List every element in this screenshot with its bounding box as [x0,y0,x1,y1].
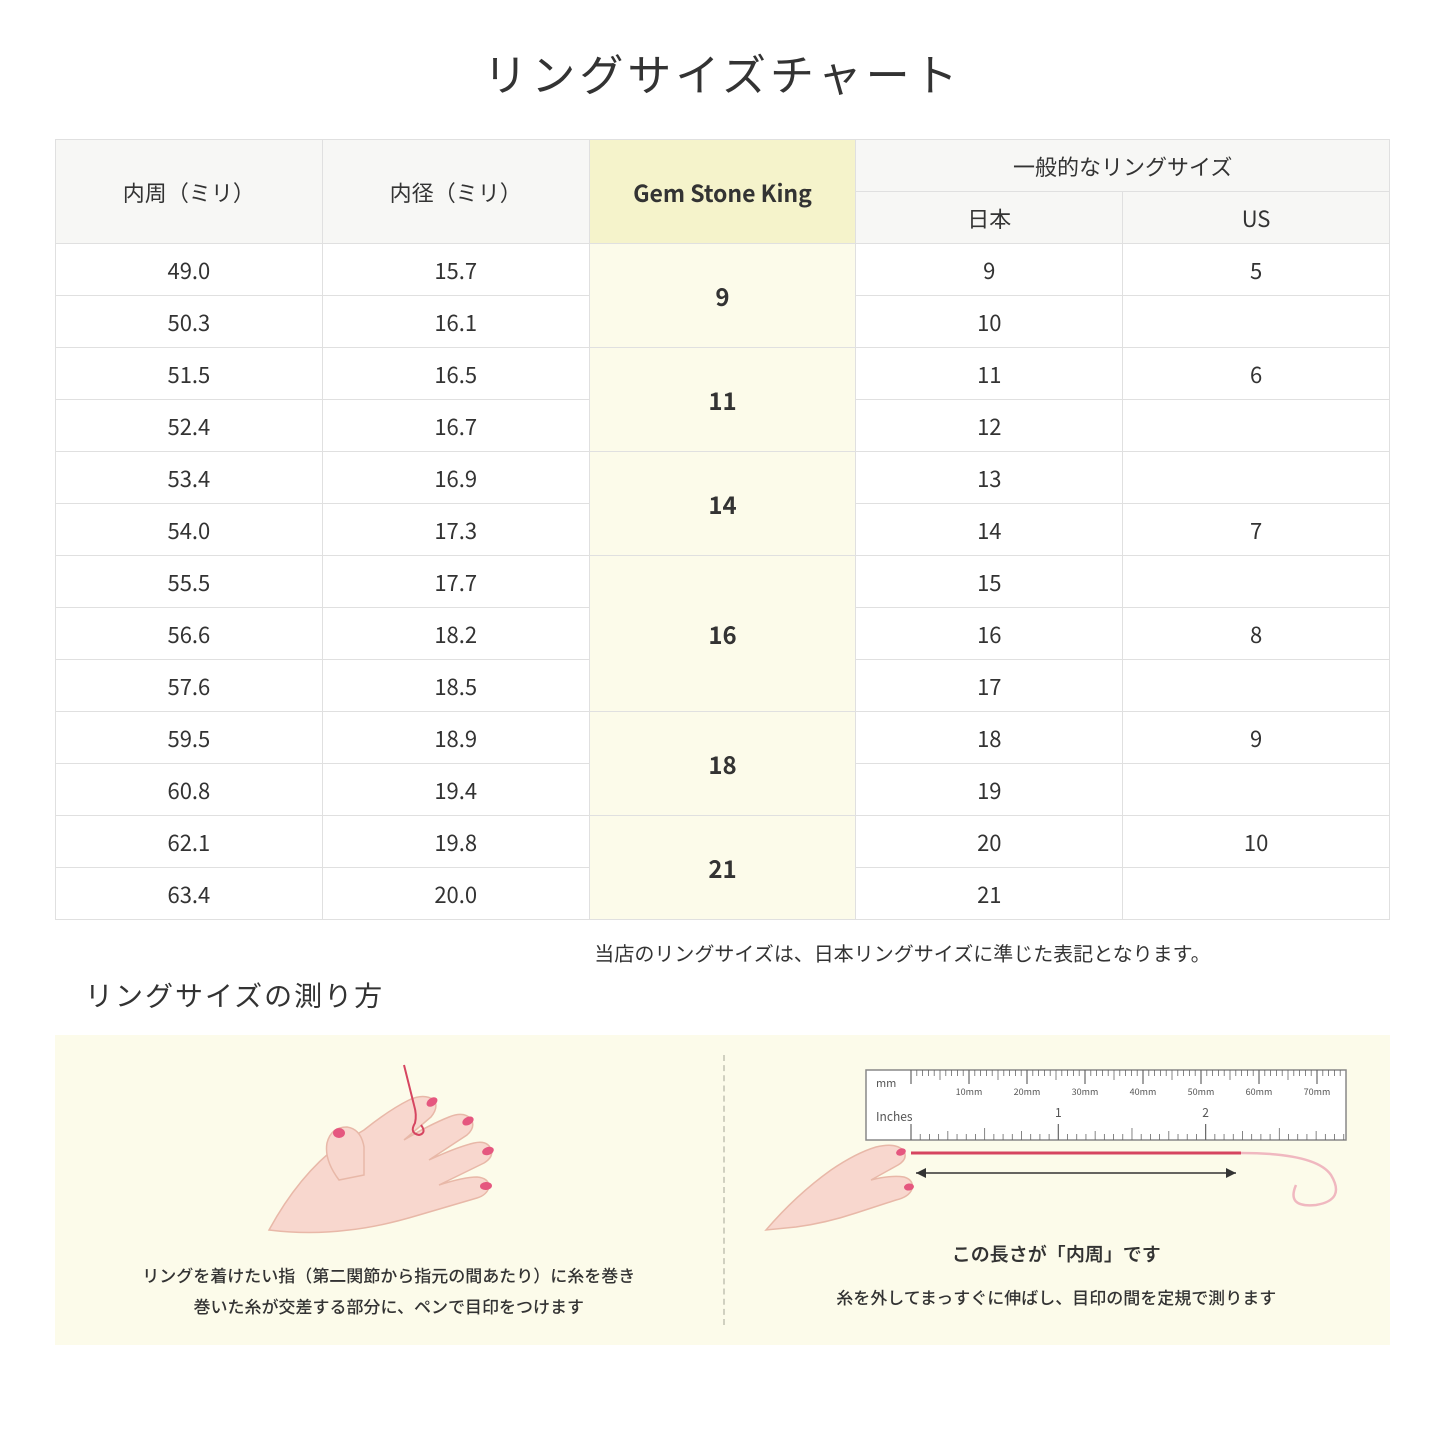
howto-step-1: リングを着けたい指（第二関節から指元の間あたり）に糸を巻き 巻いた糸が交差する部… [55,1035,723,1345]
cell-us [1123,400,1390,452]
table-note: 当店のリングサイズは、日本リングサイズに準じた表記となります。 [55,938,1390,967]
cell-us: 7 [1123,504,1390,556]
ruler-illustration: mm 10mm 20mm 30mm 40mm 50mm 60mm 70mm Inches 1… [756,1055,1356,1235]
cell-circumference: 50.3 [56,296,323,348]
cell-diameter: 16.1 [322,296,589,348]
cell-diameter: 19.8 [322,816,589,868]
header-diameter: 内径（ミリ） [322,140,589,244]
cell-japan: 17 [856,660,1123,712]
cell-circumference: 49.0 [56,244,323,296]
cell-gsk: 21 [589,816,856,920]
howto-panel: リングを着けたい指（第二関節から指元の間あたり）に糸を巻き 巻いた糸が交差する部… [55,1035,1390,1345]
hand-wrap-illustration [209,1055,569,1245]
cell-diameter: 17.3 [322,504,589,556]
cell-japan: 19 [856,764,1123,816]
cell-us: 10 [1123,816,1390,868]
cell-circumference: 52.4 [56,400,323,452]
howto-step-2-caption: 糸を外してまっすぐに伸ばし、目印の間を定規で測ります [753,1282,1361,1313]
cell-gsk: 9 [589,244,856,348]
svg-text:10mm: 10mm [956,1085,983,1098]
table-row: 59.518.918189 [56,712,1390,764]
cell-japan: 14 [856,504,1123,556]
cell-japan: 18 [856,712,1123,764]
svg-text:20mm: 20mm [1014,1085,1041,1098]
cell-diameter: 18.5 [322,660,589,712]
cell-gsk: 11 [589,348,856,452]
table-row: 53.416.91413 [56,452,1390,504]
svg-text:30mm: 30mm [1072,1085,1099,1098]
cell-us: 5 [1123,244,1390,296]
cell-circumference: 56.6 [56,608,323,660]
cell-circumference: 62.1 [56,816,323,868]
header-general: 一般的なリングサイズ [856,140,1390,192]
header-japan: 日本 [856,192,1123,244]
cell-japan: 21 [856,868,1123,920]
cell-us [1123,296,1390,348]
cell-diameter: 16.7 [322,400,589,452]
cell-us [1123,556,1390,608]
howto-step-2: mm 10mm 20mm 30mm 40mm 50mm 60mm 70mm Inches 1… [723,1035,1391,1345]
cell-japan: 20 [856,816,1123,868]
svg-text:60mm: 60mm [1246,1085,1273,1098]
cell-circumference: 55.5 [56,556,323,608]
cell-japan: 15 [856,556,1123,608]
cell-japan: 16 [856,608,1123,660]
header-gsk: Gem Stone King [589,140,856,244]
cell-japan: 13 [856,452,1123,504]
svg-text:40mm: 40mm [1130,1085,1157,1098]
cell-japan: 12 [856,400,1123,452]
cell-circumference: 63.4 [56,868,323,920]
table-row: 49.015.7995 [56,244,1390,296]
cell-diameter: 16.9 [322,452,589,504]
cell-gsk: 18 [589,712,856,816]
cell-diameter: 15.7 [322,244,589,296]
table-row: 55.517.71615 [56,556,1390,608]
page-title: リングサイズチャート [55,40,1390,104]
cell-us [1123,764,1390,816]
cell-diameter: 18.9 [322,712,589,764]
svg-text:50mm: 50mm [1188,1085,1215,1098]
table-row: 51.516.511116 [56,348,1390,400]
cell-gsk: 16 [589,556,856,712]
cell-diameter: 16.5 [322,348,589,400]
cell-us [1123,660,1390,712]
cell-us: 6 [1123,348,1390,400]
ruler-mm-label: mm [876,1075,896,1091]
cell-circumference: 59.5 [56,712,323,764]
cell-diameter: 20.0 [322,868,589,920]
header-us: US [1123,192,1390,244]
ruler-length-label: この長さが「内周」です [753,1240,1361,1267]
svg-text:1: 1 [1055,1104,1062,1121]
ruler-inches-label: Inches [876,1108,913,1125]
table-row: 62.119.8212010 [56,816,1390,868]
svg-text:70mm: 70mm [1304,1085,1331,1098]
cell-circumference: 51.5 [56,348,323,400]
cell-japan: 9 [856,244,1123,296]
cell-japan: 10 [856,296,1123,348]
svg-text:2: 2 [1203,1104,1210,1121]
cell-us: 9 [1123,712,1390,764]
header-circumference: 内周（ミリ） [56,140,323,244]
cell-us: 8 [1123,608,1390,660]
howto-title: リングサイズの測り方 [85,975,1390,1015]
cell-us [1123,868,1390,920]
cell-circumference: 53.4 [56,452,323,504]
cell-circumference: 57.6 [56,660,323,712]
howto-step-1-caption: リングを着けたい指（第二関節から指元の間あたり）に糸を巻き 巻いた糸が交差する部… [85,1260,693,1321]
cell-diameter: 18.2 [322,608,589,660]
cell-gsk: 14 [589,452,856,556]
cell-diameter: 17.7 [322,556,589,608]
cell-diameter: 19.4 [322,764,589,816]
cell-circumference: 60.8 [56,764,323,816]
cell-us [1123,452,1390,504]
cell-circumference: 54.0 [56,504,323,556]
cell-japan: 11 [856,348,1123,400]
size-chart-table: 内周（ミリ） 内径（ミリ） Gem Stone King 一般的なリングサイズ … [55,139,1390,920]
